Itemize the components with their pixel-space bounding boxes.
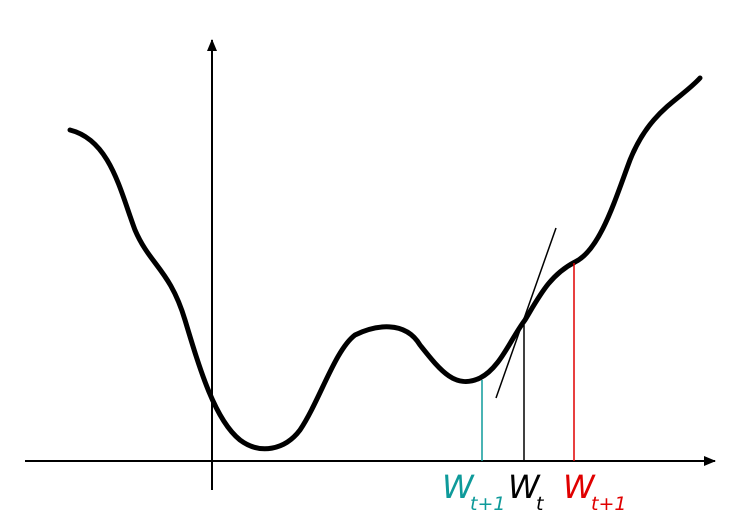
label-main: W <box>442 468 475 506</box>
label-sub: t+1 <box>470 493 505 515</box>
label-main: W <box>563 468 596 506</box>
tangent-line <box>495 227 557 399</box>
label-sub: t <box>536 493 545 515</box>
label-main: W <box>508 468 541 506</box>
loss-curve <box>67 75 703 452</box>
label-sub: t+1 <box>591 493 626 515</box>
